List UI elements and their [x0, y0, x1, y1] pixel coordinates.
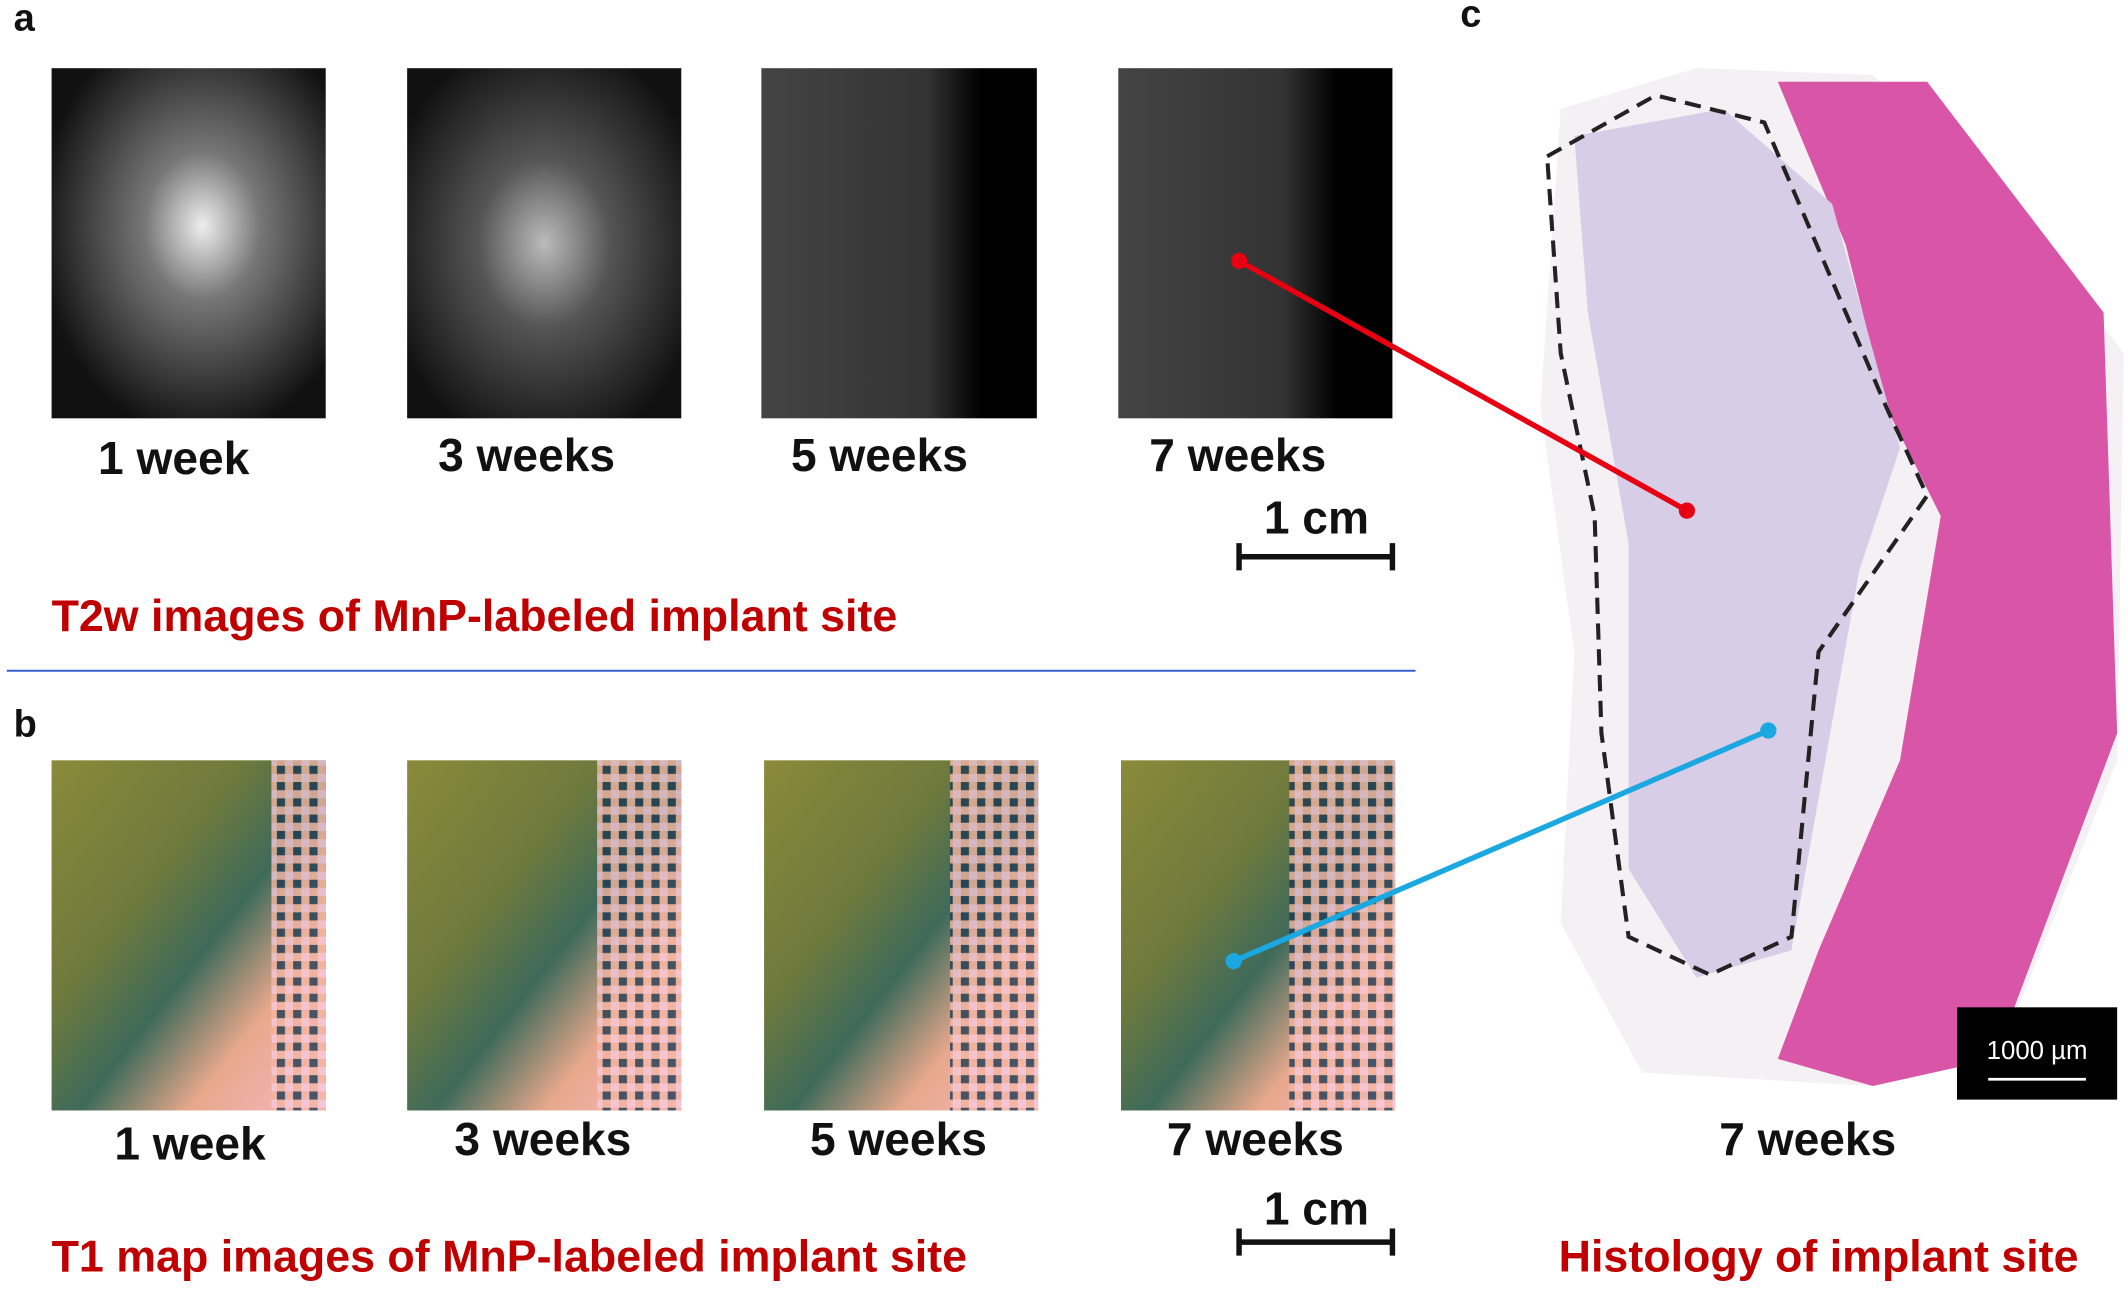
connector: [1232, 727, 1770, 964]
image-label: 3 weeks: [454, 1113, 631, 1165]
t2w-image: [1118, 68, 1393, 419]
image-label: 3 weeks: [438, 429, 615, 481]
marker: [1678, 502, 1696, 519]
image-label: 7 weeks: [1167, 1113, 1344, 1165]
scale-box: [1957, 1007, 2118, 1100]
marker: [1230, 252, 1248, 270]
t2w-image: [761, 68, 1037, 419]
t1-image: [1121, 760, 1396, 1111]
scale-bar: [1236, 1228, 1396, 1256]
t1-image: [764, 760, 1039, 1111]
scale-bar: [1236, 543, 1396, 571]
image-label: 5 weeks: [810, 1113, 987, 1165]
t1-images: [51, 760, 1396, 1111]
t1-image: [51, 760, 326, 1111]
scale-label: 1000 µm: [1987, 1037, 2088, 1065]
caption: T1 map images of MnP-labeled implant sit…: [52, 1232, 967, 1282]
image-label: 5 weeks: [791, 429, 968, 481]
t2w-image: [407, 68, 682, 419]
t2w-image: [51, 68, 326, 419]
mri-images: [51, 68, 1393, 419]
marker: [1225, 953, 1242, 970]
panel-letter: a: [14, 0, 36, 40]
connector: [1237, 258, 1689, 513]
image-label: 1 week: [114, 1117, 266, 1169]
histology-image: [1540, 68, 2124, 1100]
panel-letter: b: [14, 703, 37, 745]
scale-label: 1 cm: [1264, 492, 1369, 544]
image-label: 7 weeks: [1719, 1113, 1896, 1165]
t1-image: [407, 760, 682, 1111]
scale-label: 1 cm: [1264, 1182, 1369, 1234]
image-label: 7 weeks: [1149, 429, 1326, 481]
marker: [1760, 722, 1777, 739]
caption: Histology of implant site: [1559, 1232, 2079, 1282]
panel-letter: c: [1460, 0, 1481, 36]
caption: T2w images of MnP-labeled implant site: [52, 591, 898, 641]
image-label: 1 week: [98, 432, 250, 484]
